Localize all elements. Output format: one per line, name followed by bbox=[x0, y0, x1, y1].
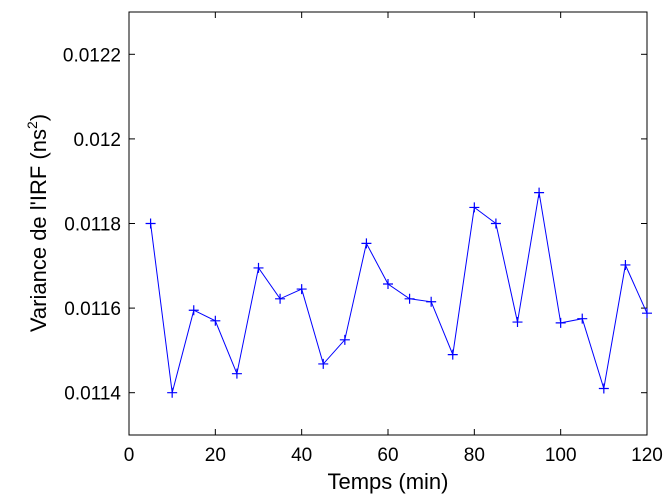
x-tick-label: 40 bbox=[291, 445, 312, 466]
y-axis-title-superscript: 2 bbox=[24, 121, 40, 129]
data-point-marker bbox=[210, 315, 221, 326]
x-tick-label: 20 bbox=[205, 445, 226, 466]
y-tick-label: 0.0114 bbox=[64, 384, 121, 405]
x-tick-label: 60 bbox=[377, 445, 398, 466]
data-point-marker bbox=[231, 368, 242, 379]
x-axis-title: Temps (min) bbox=[327, 469, 448, 494]
data-point-marker bbox=[555, 317, 566, 328]
y-tick-label: 0.0118 bbox=[64, 215, 121, 236]
data-point-marker bbox=[490, 218, 501, 229]
x-axis-ticks: 0 20 40 60 80 100 120 bbox=[124, 12, 663, 466]
data-point-marker bbox=[426, 296, 437, 307]
data-point-marker bbox=[598, 383, 609, 394]
y-tick-label: 0.0122 bbox=[63, 45, 121, 66]
data-point-marker bbox=[253, 262, 264, 273]
data-point-marker bbox=[447, 349, 458, 360]
x-tick-label: 0 bbox=[124, 445, 135, 466]
data-point-marker bbox=[339, 334, 350, 345]
x-tick-label: 120 bbox=[631, 445, 663, 466]
data-point-marker bbox=[361, 238, 372, 249]
data-point-marker bbox=[167, 387, 178, 398]
data-point-marker bbox=[577, 313, 588, 324]
data-point-marker bbox=[275, 293, 286, 304]
y-tick-label: 0.012 bbox=[73, 130, 121, 151]
data-point-marker bbox=[404, 293, 415, 304]
y-axis-title-main: Variance de l'IRF (ns bbox=[26, 129, 51, 332]
data-point-marker bbox=[383, 278, 393, 289]
data-point-marker bbox=[296, 284, 307, 295]
series-layer bbox=[145, 187, 652, 398]
data-point-marker bbox=[620, 259, 631, 270]
y-axis-title-suffix: ) bbox=[26, 114, 51, 121]
x-tick-label: 100 bbox=[545, 445, 577, 466]
data-point-marker bbox=[145, 218, 156, 229]
data-point-marker bbox=[642, 308, 652, 319]
series-line bbox=[150, 192, 648, 393]
data-point-marker bbox=[318, 358, 329, 369]
y-tick-label: 0.0116 bbox=[64, 299, 121, 320]
data-point-marker bbox=[469, 202, 480, 213]
data-point-marker bbox=[512, 317, 523, 328]
x-tick-label: 80 bbox=[464, 445, 485, 466]
y-axis-ticks: 0.0114 0.0116 0.0118 0.012 0.0122 bbox=[63, 45, 647, 405]
data-point-marker bbox=[534, 187, 545, 198]
y-axis-title: Variance de l'IRF (ns2) bbox=[24, 114, 51, 332]
data-point-marker bbox=[188, 305, 199, 316]
plot-area bbox=[128, 11, 648, 436]
